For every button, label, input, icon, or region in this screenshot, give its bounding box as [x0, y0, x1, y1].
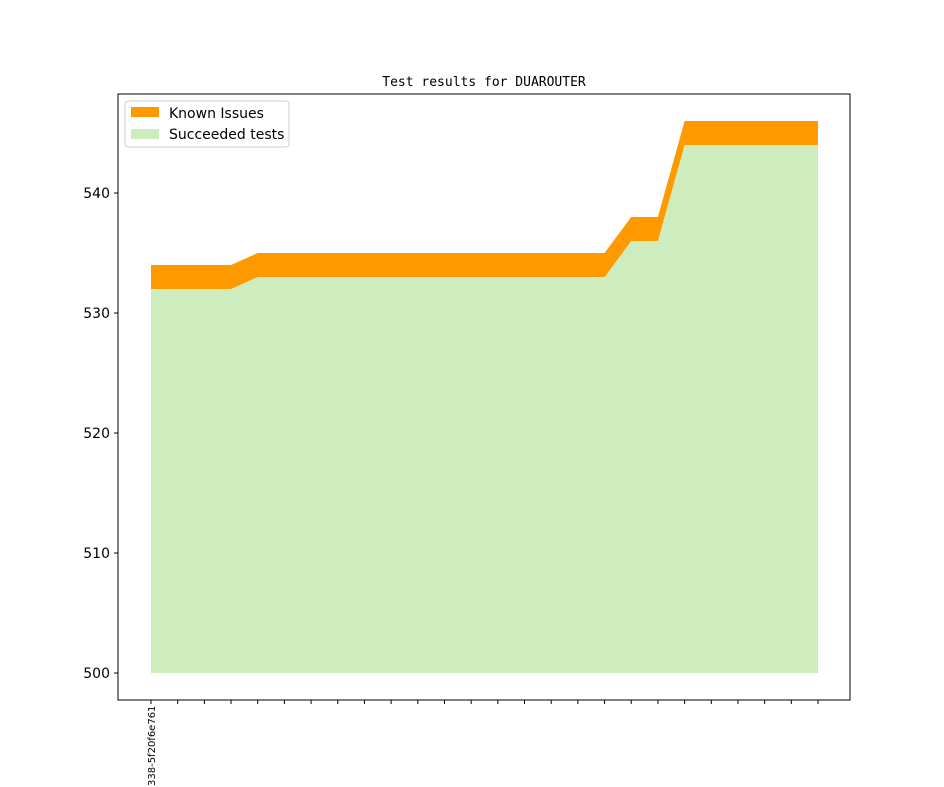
plot-frame — [117, 93, 851, 701]
y-tick-label: 540 — [83, 186, 110, 202]
area-known-issues — [151, 121, 818, 289]
y-tick-label: 520 — [83, 426, 110, 442]
y-tick-label: 530 — [83, 306, 110, 322]
chart-title: Test results for DUAROUTER — [382, 75, 586, 90]
legend-swatch-succeeded-tests — [131, 129, 159, 139]
legend-label-succeeded-tests: Succeeded tests — [169, 127, 284, 143]
area-succeeded-tests — [151, 145, 818, 673]
x-tick-label: 338-5f20f6e761 — [147, 706, 158, 786]
y-tick-label: 510 — [83, 546, 110, 562]
legend-box — [124, 100, 290, 148]
y-tick-label: 500 — [83, 666, 110, 682]
legend-swatch-known-issues — [131, 107, 159, 117]
legend-label-known-issues: Known Issues — [169, 106, 264, 122]
legend: Known Issues Succeeded tests — [124, 100, 290, 148]
